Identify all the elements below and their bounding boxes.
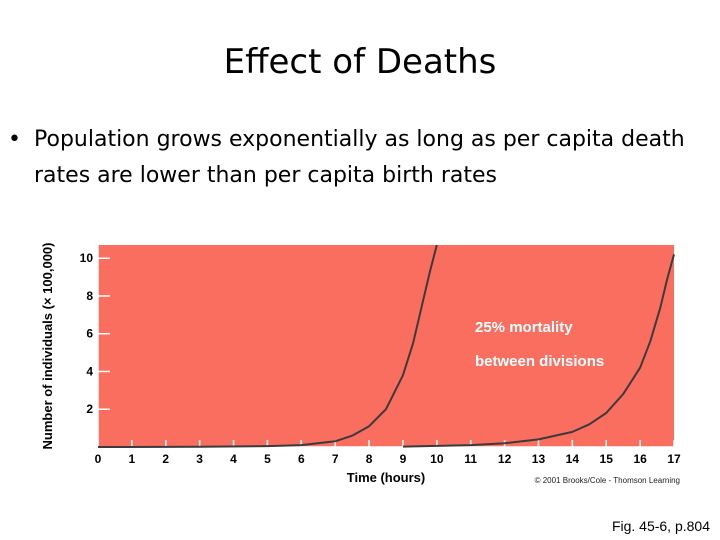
x-tick-label: 9 [400,452,407,466]
bullet-dot-icon: • [8,127,21,152]
x-tick-label: 2 [162,452,169,466]
x-tick-label: 4 [230,452,237,466]
plot-area [98,245,674,447]
series-line-1 [97,244,438,448]
x-tick-label: 7 [332,452,339,466]
y-tick-label: 8 [86,289,93,303]
y-tick-label: 2 [86,402,93,416]
series-lines [97,244,675,448]
y-tick-label: 6 [86,327,93,341]
x-tick-label: 0 [95,452,102,466]
x-tick-label: 5 [264,452,271,466]
y-tick-label: 10 [80,251,94,265]
x-tick-label: 3 [196,452,203,466]
chart-credit: © 2001 Brooks/Cole - Thomson Learning [535,476,680,485]
x-tick-label: 14 [566,452,580,466]
x-axis-title: Time (hours) [347,470,426,485]
annotation-line-1: 25% mortality [475,319,573,336]
x-tick-label: 11 [464,452,477,466]
x-tick-label: 16 [633,452,647,466]
x-tick-label: 15 [600,452,614,466]
annotation-line-2: between divisions [475,353,604,370]
slide-title: Effect of Deaths [223,42,497,82]
x-tick-label: 17 [667,452,681,466]
y-tick-label: 4 [86,364,93,378]
bullet-text: Population grows exponentially as long a… [34,127,685,188]
x-tick-label: 1 [129,452,136,466]
series-line-2 [402,254,675,448]
figure-reference: Fig. 45-6, p.804 [611,518,710,534]
x-tick-label: 12 [498,452,512,466]
x-tick-label: 10 [430,452,444,466]
y-axis-title: Number of individuals (× 100,000) [40,243,55,450]
x-tick-label: 8 [366,452,373,466]
x-tick-label: 6 [298,452,305,466]
x-tick-label: 13 [532,452,546,466]
